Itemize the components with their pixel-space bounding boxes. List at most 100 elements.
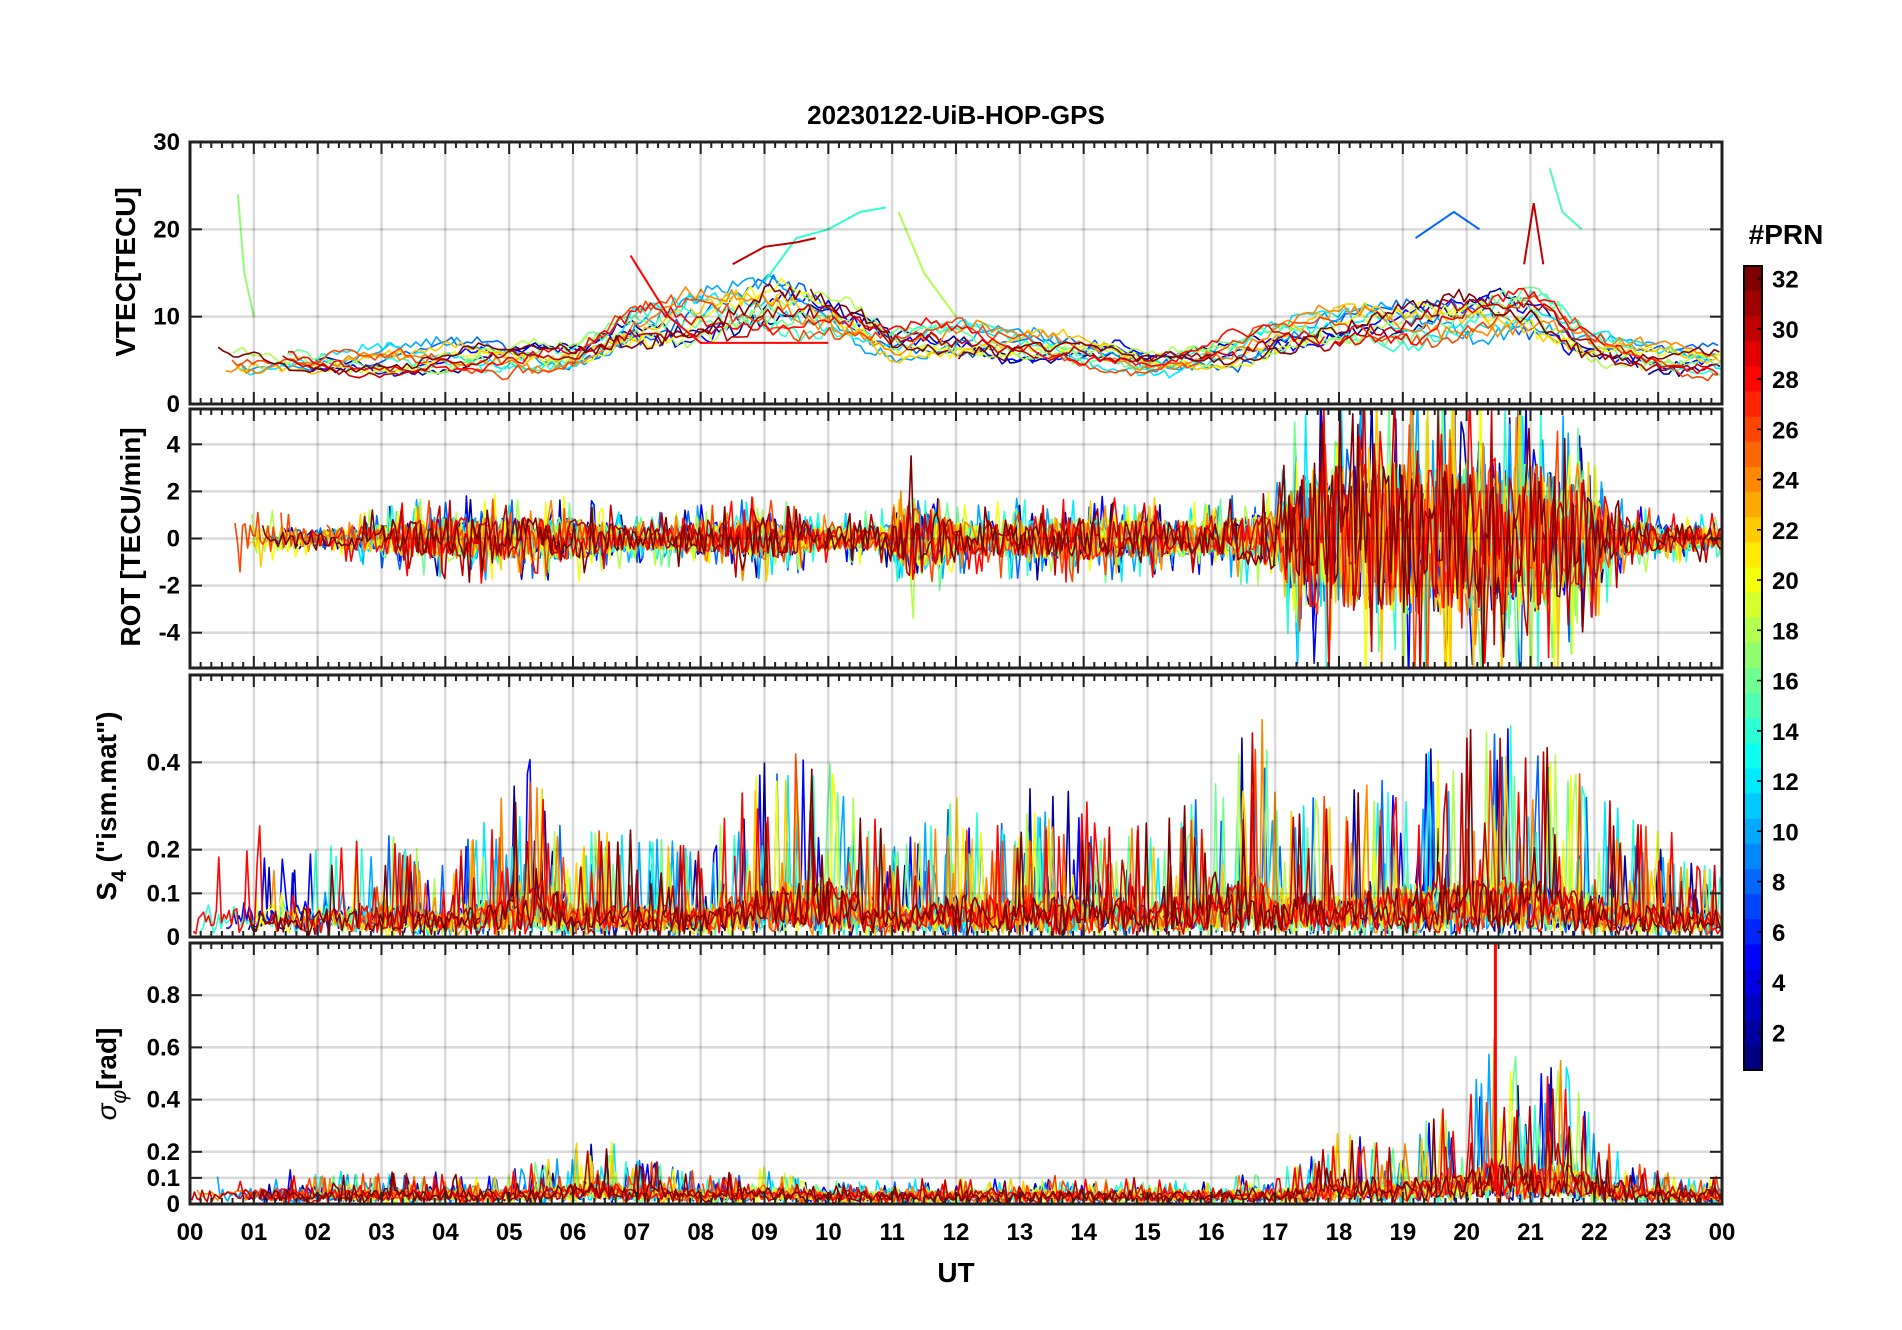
colorbar-band-28 — [1744, 366, 1762, 393]
x-tick-label-16: 16 — [1198, 1219, 1225, 1246]
sigma-y-label-main: σ — [91, 1102, 122, 1120]
x-tick-label-2: 02 — [304, 1219, 331, 1246]
rot-ytick-label-3: 2 — [167, 478, 180, 505]
figure-title: 20230122-UiB-HOP-GPS — [807, 100, 1105, 130]
vtec-ytick-label-1: 10 — [153, 304, 180, 331]
x-tick-label-0: 00 — [177, 1219, 204, 1246]
colorbar-band-2 — [1744, 1019, 1762, 1046]
colorbar-band-3 — [1744, 994, 1762, 1021]
sigma-traces — [191, 943, 1722, 1204]
rot-ytick-label-4: 4 — [167, 431, 181, 458]
x-tick-label-23: 23 — [1645, 1219, 1672, 1246]
x-tick-label-9: 09 — [751, 1219, 778, 1246]
colorbar-band-18 — [1744, 617, 1762, 644]
colorbar-band-22 — [1744, 517, 1762, 543]
s4-y-label-main: S — [91, 882, 122, 901]
sigma-panel: 00.10.2 0.4 0.6 0.8 σφ[rad] — [91, 941, 1724, 1218]
s4-y-label-sub: 4 — [108, 870, 131, 882]
colorbar-band-25 — [1744, 441, 1762, 468]
s4-ytick-label-2: 0.2 — [147, 837, 180, 864]
sigma-y-label-sub: φ — [108, 1090, 131, 1104]
x-tick-labels: 00 01 02 03 04 05 06 07 08 09 10 11 12 13 14 15 16 17 18 19… — [177, 1219, 1736, 1246]
colorbar-tick-label-3: 8 — [1772, 870, 1785, 897]
sigma-y-label-rest: [rad] — [91, 1028, 122, 1090]
vtec-panel: 0 10 20 30 VTEC[TECU] — [110, 129, 1724, 418]
colorbar-title: #PRN — [1749, 219, 1824, 250]
colorbar-tick-label-15: 32 — [1772, 267, 1799, 294]
s4-panel: 0 0.1 0.2 0.4 S4 ("ism.mat") — [91, 673, 1724, 951]
colorbar-band-6 — [1744, 919, 1762, 945]
x-tick-label-12: 12 — [943, 1219, 970, 1246]
colorbar-band-7 — [1744, 894, 1762, 920]
rot-y-ticks: -4 -2 0 2 4 — [159, 431, 1722, 647]
s4-y-ticks: 0 0.1 0.2 0.4 — [147, 749, 1722, 951]
s4-traces — [192, 718, 1722, 937]
vtec-notable-trace-6 — [1523, 202, 1545, 265]
rot-trace-prn-26 — [234, 424, 1722, 668]
colorbar-tick-label-14: 30 — [1772, 317, 1799, 344]
x-tick-label-24: 00 — [1709, 1219, 1736, 1246]
vtec-notable-trace-3 — [897, 211, 957, 318]
colorbar-band-20 — [1744, 567, 1762, 594]
colorbar-band-13 — [1744, 743, 1762, 769]
sigma-y-ticks: 00.10.2 0.4 0.6 0.8 — [147, 982, 1722, 1218]
sigma-ytick-label-5: 0.8 — [147, 982, 180, 1009]
x-tick-label-15: 15 — [1134, 1219, 1161, 1246]
vtec-trace-prn-32 — [217, 283, 1720, 374]
colorbar-tick-label-12: 26 — [1772, 417, 1799, 444]
colorbar-bands — [1744, 266, 1762, 1071]
colorbar-band-8 — [1744, 869, 1762, 895]
colorbar-band-14 — [1744, 718, 1762, 744]
vtec-axes-frame — [188, 140, 1724, 406]
sigma-ytick-label-0: 0 — [167, 1191, 180, 1218]
x-tick-label-11: 11 — [879, 1219, 904, 1246]
x-tick-label-21: 21 — [1517, 1219, 1544, 1246]
s4-y-label-rest: ("ism.mat") — [91, 711, 122, 870]
colorbar-band-24 — [1744, 467, 1762, 493]
vtec-trace-prn-30 — [282, 298, 1718, 379]
x-tick-label-14: 14 — [1070, 1219, 1097, 1246]
x-tick-label-7: 07 — [623, 1219, 650, 1246]
s4-trace-prn-32 — [246, 728, 1722, 937]
vtec-trace-prn-20 — [362, 277, 1721, 375]
vtec-ytick-label-3: 30 — [153, 129, 180, 156]
colorbar-band-9 — [1744, 843, 1762, 870]
rot-y-label: ROT [TECU/min] — [115, 427, 146, 646]
colorbar-band-10 — [1744, 818, 1762, 845]
colorbar-tick-label-4: 10 — [1772, 819, 1799, 846]
x-tick-label-5: 05 — [496, 1219, 523, 1246]
colorbar-tick-label-11: 24 — [1772, 468, 1799, 495]
rot-ytick-label-0: -4 — [159, 620, 181, 647]
x-tick-label-1: 01 — [240, 1219, 267, 1246]
colorbar-tick-label-2: 6 — [1772, 920, 1785, 947]
vtec-y-label: VTEC[TECU] — [110, 187, 141, 357]
s4-axes-frame — [188, 673, 1724, 939]
sigma-y-label: σφ[rad] — [91, 1028, 131, 1121]
vtec-traces — [217, 167, 1722, 382]
colorbar-band-26 — [1744, 416, 1762, 443]
colorbar-band-21 — [1744, 542, 1762, 568]
x-tick-label-4: 04 — [432, 1219, 459, 1246]
sigma-trace-prn-32 — [258, 1118, 1721, 1204]
vtec-notable-trace-1 — [763, 206, 886, 283]
x-tick-label-3: 03 — [368, 1219, 395, 1246]
colorbar-band-29 — [1744, 341, 1762, 367]
colorbar-band-17 — [1744, 642, 1762, 669]
vtec-trace-prn-26 — [231, 294, 1719, 382]
sigma-axes-frame — [188, 941, 1724, 1206]
s4-ytick-label-3: 0.4 — [147, 749, 181, 776]
colorbar-band-5 — [1744, 944, 1762, 970]
colorbar-band-4 — [1744, 969, 1762, 996]
sigma-trace-prn-26 — [247, 1101, 1722, 1204]
vtec-notable-trace-0 — [629, 254, 829, 344]
x-tick-label-6: 06 — [560, 1219, 587, 1246]
colorbar-tick-label-10: 22 — [1772, 518, 1799, 545]
x-tick-label-18: 18 — [1326, 1219, 1353, 1246]
colorbar-tick-label-9: 20 — [1772, 568, 1799, 595]
colorbar-band-27 — [1744, 391, 1762, 418]
vtec-y-ticks: 0 10 20 30 — [153, 129, 1722, 418]
rot-trace-prn-32 — [261, 409, 1722, 668]
